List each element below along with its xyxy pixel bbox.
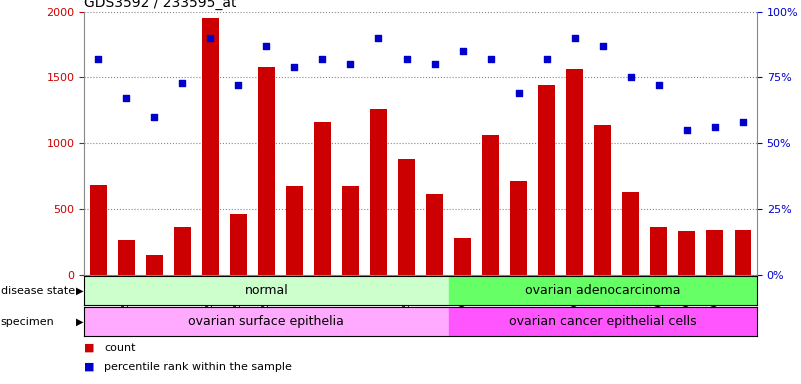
Point bbox=[736, 119, 749, 125]
Bar bbox=[735, 230, 751, 275]
Point bbox=[120, 95, 133, 101]
Point bbox=[231, 82, 244, 88]
Point bbox=[624, 74, 637, 80]
Text: percentile rank within the sample: percentile rank within the sample bbox=[104, 362, 292, 372]
Bar bbox=[286, 187, 303, 275]
Bar bbox=[538, 85, 555, 275]
Point bbox=[400, 56, 413, 62]
Point bbox=[372, 35, 384, 41]
Point bbox=[540, 56, 553, 62]
Point bbox=[260, 43, 272, 49]
Bar bbox=[426, 194, 443, 275]
Point bbox=[596, 43, 609, 49]
Text: ovarian cancer epithelial cells: ovarian cancer epithelial cells bbox=[509, 315, 697, 328]
Point bbox=[175, 79, 188, 86]
Bar bbox=[622, 192, 639, 275]
Point bbox=[344, 61, 356, 67]
Point bbox=[147, 114, 160, 120]
Bar bbox=[314, 122, 331, 275]
Bar bbox=[118, 240, 135, 275]
Point bbox=[512, 90, 525, 96]
Point bbox=[91, 56, 104, 62]
Point bbox=[316, 56, 328, 62]
Point bbox=[456, 48, 469, 54]
Bar bbox=[706, 230, 723, 275]
Text: normal: normal bbox=[244, 285, 288, 297]
Bar bbox=[84, 307, 449, 336]
Point bbox=[484, 56, 497, 62]
Bar bbox=[594, 125, 611, 275]
Bar bbox=[398, 159, 415, 275]
Text: count: count bbox=[104, 343, 135, 353]
Bar bbox=[449, 307, 757, 336]
Bar bbox=[449, 276, 757, 305]
Bar bbox=[370, 109, 387, 275]
Point bbox=[568, 35, 581, 41]
Bar bbox=[510, 181, 527, 275]
Bar bbox=[482, 135, 499, 275]
Point bbox=[288, 64, 300, 70]
Bar bbox=[566, 70, 583, 275]
Bar bbox=[230, 214, 247, 275]
Point bbox=[680, 127, 693, 133]
Bar bbox=[650, 227, 667, 275]
Bar bbox=[258, 67, 275, 275]
Text: ▶: ▶ bbox=[76, 286, 83, 296]
Bar bbox=[202, 18, 219, 275]
Point bbox=[428, 61, 441, 67]
Text: ovarian adenocarcinoma: ovarian adenocarcinoma bbox=[525, 285, 681, 297]
Text: disease state: disease state bbox=[1, 286, 75, 296]
Point bbox=[203, 35, 216, 41]
Text: ■: ■ bbox=[84, 362, 95, 372]
Bar bbox=[454, 238, 471, 275]
Bar bbox=[90, 185, 107, 275]
Bar bbox=[146, 255, 163, 275]
Text: GDS3592 / 233595_at: GDS3592 / 233595_at bbox=[84, 0, 236, 10]
Text: ovarian surface epithelia: ovarian surface epithelia bbox=[188, 315, 344, 328]
Bar bbox=[84, 276, 449, 305]
Text: ▶: ▶ bbox=[76, 316, 83, 327]
Bar bbox=[678, 231, 695, 275]
Bar bbox=[342, 187, 359, 275]
Text: ■: ■ bbox=[84, 343, 95, 353]
Text: specimen: specimen bbox=[1, 316, 54, 327]
Point bbox=[708, 124, 721, 130]
Point bbox=[652, 82, 665, 88]
Bar bbox=[174, 227, 191, 275]
